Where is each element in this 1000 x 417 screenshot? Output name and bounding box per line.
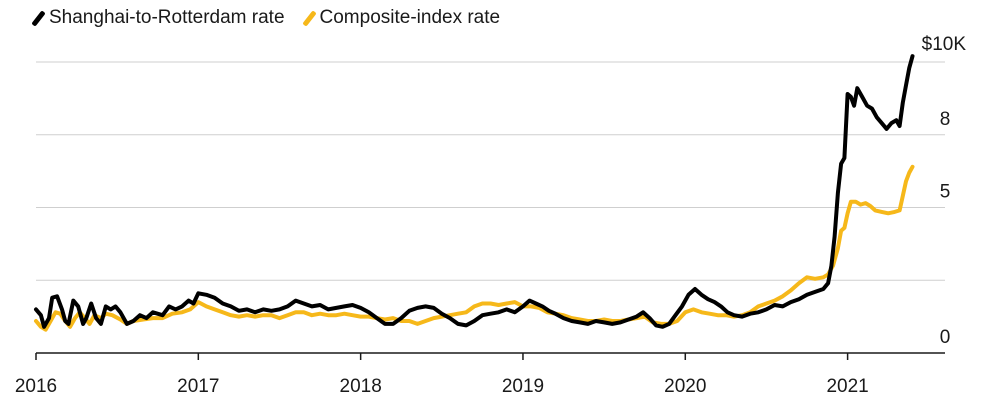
x-tick-label-4: 2020 [664,376,706,397]
legend: Shanghai-to-Rotterdam rate Composite-ind… [31,4,501,32]
series-line-1 [34,164,915,332]
x-tick-label-1: 2017 [177,376,219,397]
series-line-0 [34,54,915,329]
x-axis: 2016 2017 2018 2019 2020 2021 [15,352,945,397]
x-tick-label-0: 2016 [15,376,57,397]
y-axis-tick-labels: 0 5 8 $10K [922,34,967,348]
x-tick-label-3: 2019 [502,376,544,397]
x-tick-label-2: 2018 [340,376,382,397]
legend-label-composite: Composite-index rate [319,7,501,28]
y-tick-label-2: 5 [940,182,951,203]
legend-item-composite: Composite-index rate [301,7,501,29]
legend-item-shanghai: Shanghai-to-Rotterdam rate [31,7,285,29]
series-lines [34,54,915,332]
y-tick-label-4: $10K [922,34,967,55]
y-tick-label-3: 8 [940,109,951,130]
x-tick-label-5: 2021 [826,376,868,397]
y-tick-label-0: 0 [940,327,951,348]
gridlines [36,61,945,281]
legend-label-shanghai: Shanghai-to-Rotterdam rate [49,7,285,28]
